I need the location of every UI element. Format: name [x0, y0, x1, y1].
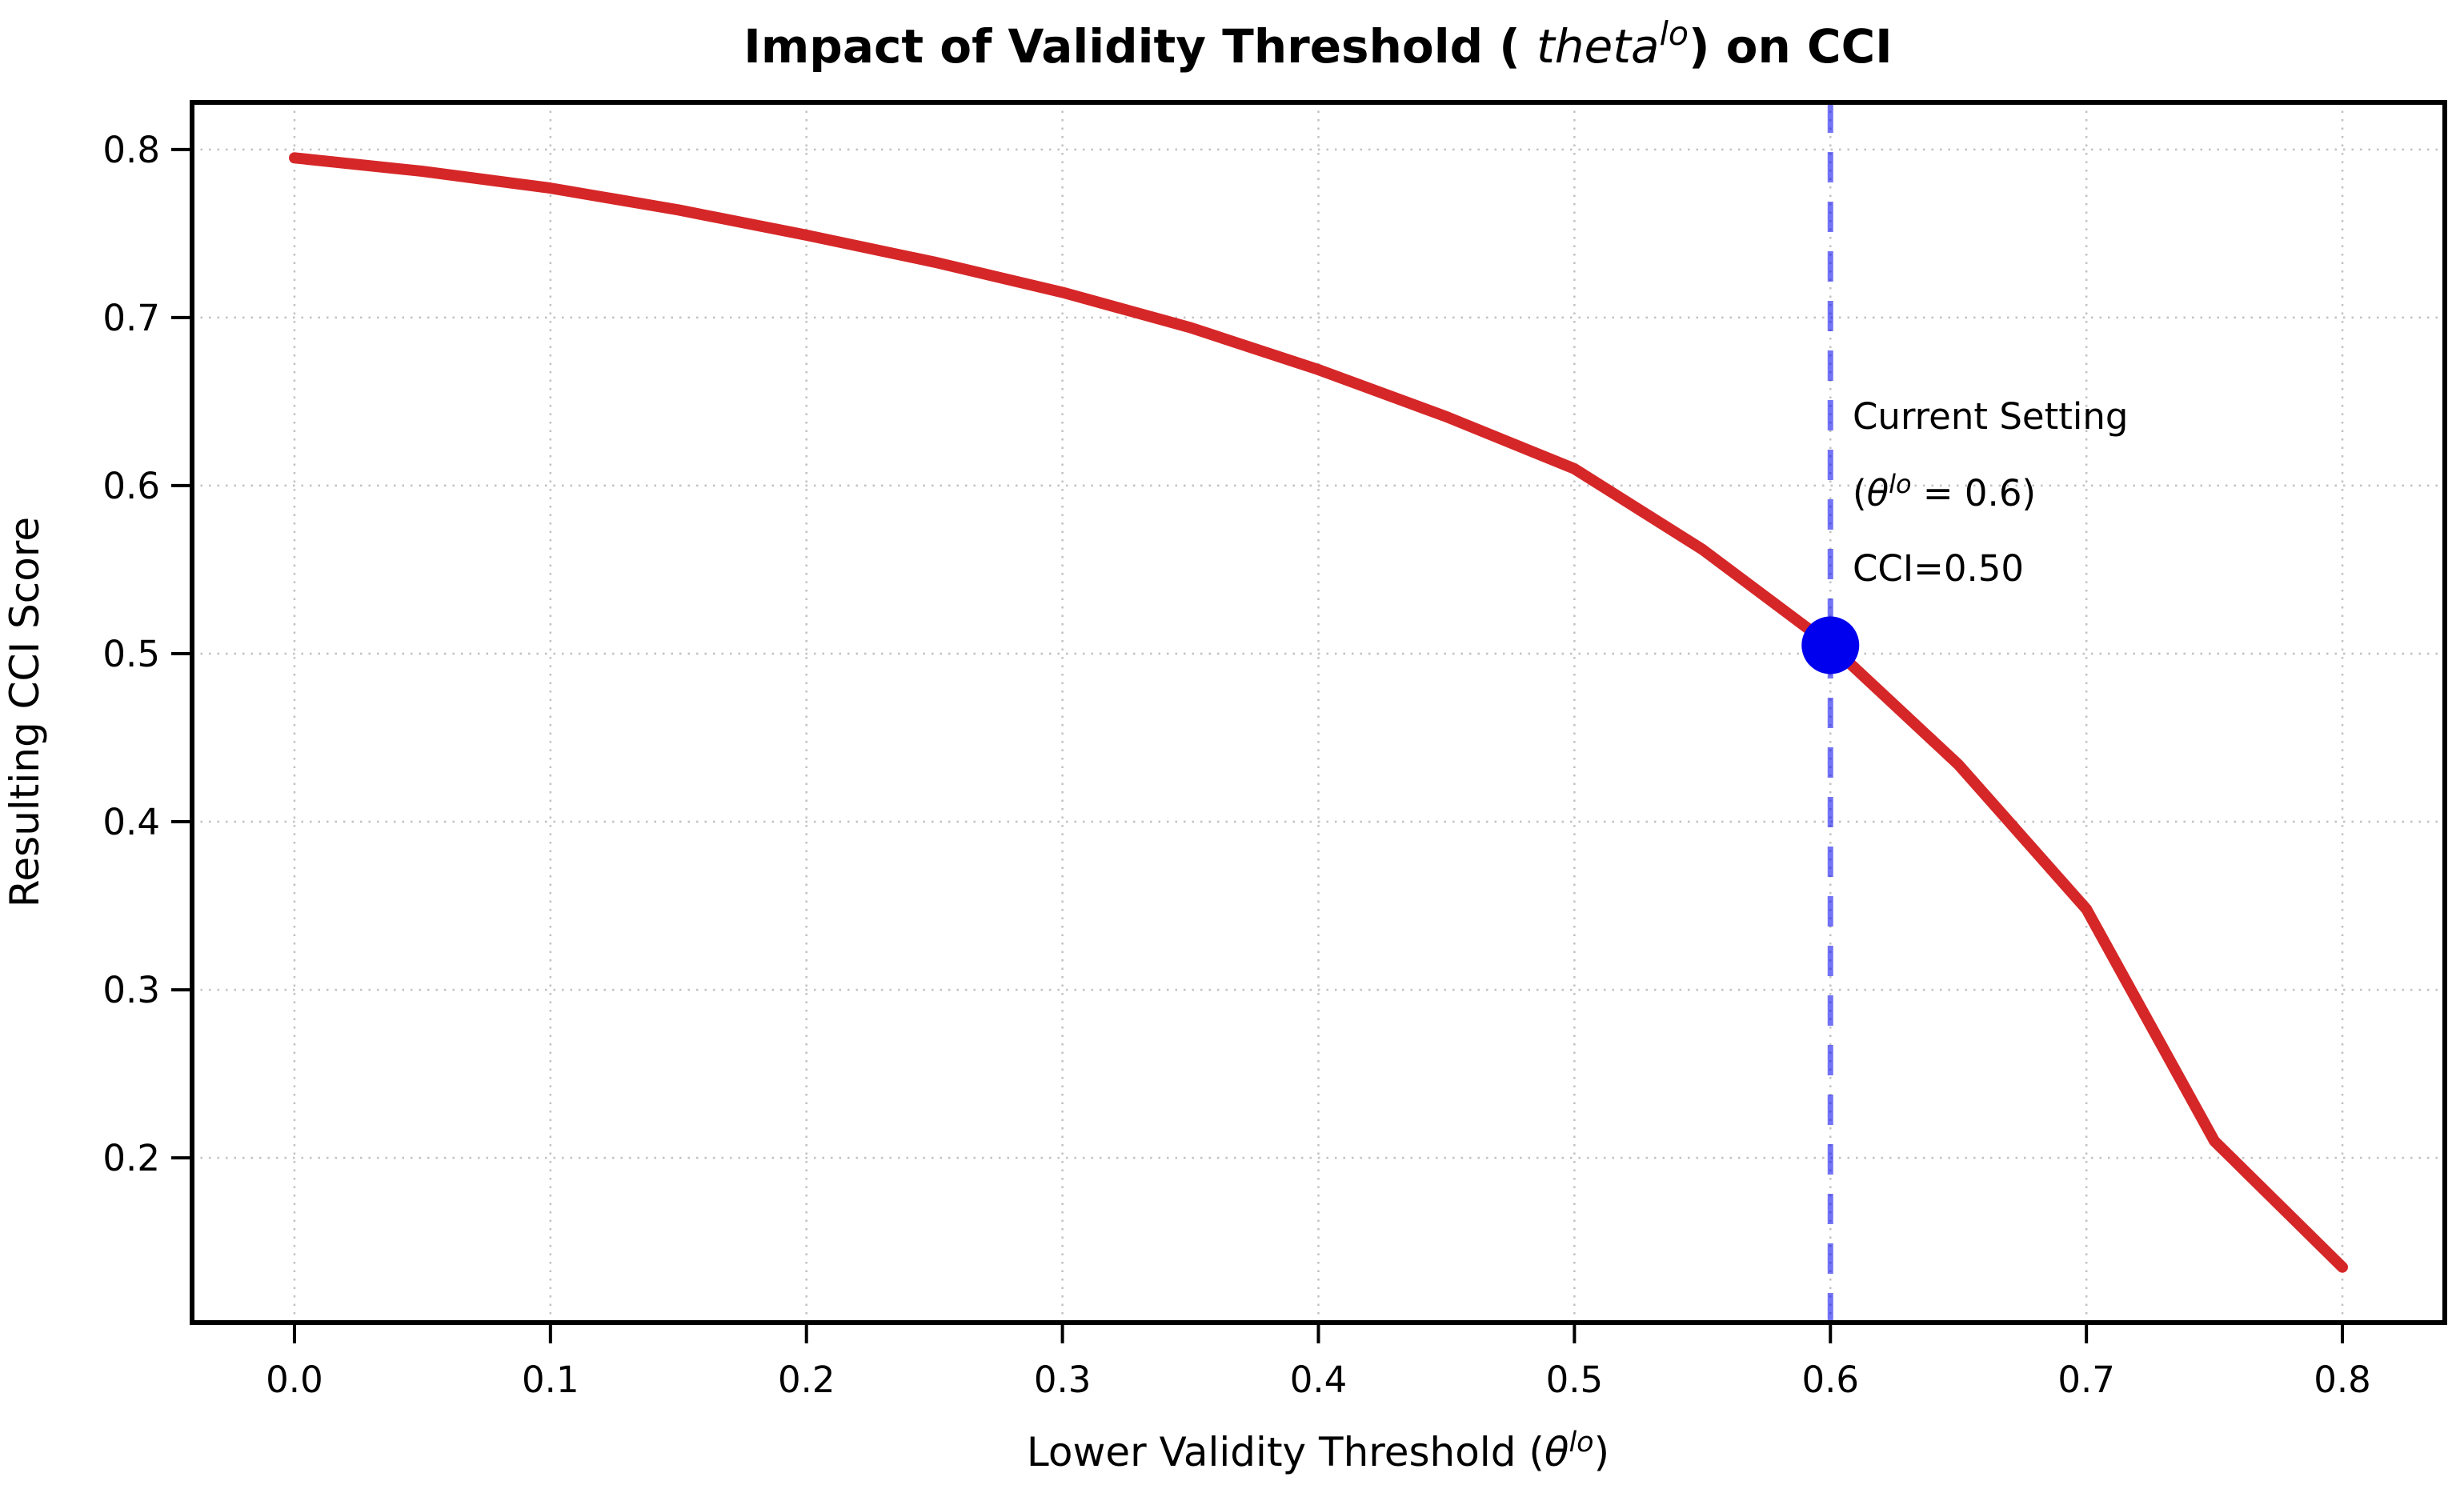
- y-tick-label: 0.8: [102, 129, 160, 171]
- x-tick-label: 0.8: [2314, 1359, 2371, 1401]
- x-tick-label: 0.0: [266, 1359, 323, 1401]
- current-setting-annotation: Current Setting (θlo = 0.6) CCI=0.50: [1853, 395, 2128, 590]
- annotation-line3: CCI=0.50: [1853, 547, 2024, 590]
- x-tick-label: 0.1: [522, 1359, 579, 1401]
- x-tick-label: 0.4: [1290, 1359, 1348, 1401]
- x-axis-label-theta: θ: [1545, 1429, 1569, 1475]
- x-tick-label: 0.5: [1546, 1359, 1604, 1401]
- chart-title-prefix: Impact of Validity Threshold (: [743, 19, 1536, 74]
- y-axis-label: Resulting CCI Score: [2, 517, 48, 907]
- annotation-line2-open: (: [1853, 472, 1867, 514]
- annotation-line2-rest: = 0.6): [1912, 472, 2036, 514]
- x-tick-label: 0.6: [1801, 1359, 1859, 1401]
- chart-title-superscript: lo: [1659, 14, 1688, 53]
- annotation-theta: θ: [1867, 472, 1889, 514]
- x-axis-label-prefix: Lower Validity Threshold (: [1027, 1429, 1545, 1475]
- x-tick-label: 0.3: [1034, 1359, 1092, 1401]
- plot-border: [190, 100, 2447, 1325]
- data-layer: [289, 102, 2348, 1323]
- annotation-line1: Current Setting: [1853, 395, 2128, 438]
- y-tick-label: 0.3: [102, 969, 160, 1011]
- annotation-superscript: lo: [1889, 469, 1911, 499]
- x-tick-label: 0.7: [2057, 1359, 2115, 1401]
- current-setting-dot: [1801, 616, 1860, 674]
- y-tick-label: 0.7: [102, 297, 160, 339]
- y-tick-label: 0.6: [102, 465, 160, 507]
- annotation-line2: (θlo = 0.6): [1853, 469, 2036, 514]
- tick-layer: 0.0 0.1 0.2 0.3 0.4 0.5 0.6 0.7 0.8 0.2 0.3 0.4 0.5 0…: [102, 129, 2370, 1401]
- chart-title: Impact of Validity Threshold ( thetalo) …: [743, 14, 1892, 74]
- chart-title-suffix: ) on CCI: [1689, 19, 1893, 74]
- cci-curve: [289, 152, 2348, 1273]
- x-axis-label: Lower Validity Threshold (θlo): [1027, 1427, 1609, 1475]
- grid-layer: [192, 102, 2445, 1323]
- y-tick-label: 0.4: [102, 801, 160, 843]
- y-tick-label: 0.2: [102, 1137, 160, 1179]
- x-tick-label: 0.2: [778, 1359, 835, 1401]
- x-axis-label-suffix: ): [1594, 1429, 1610, 1475]
- y-tick-label: 0.5: [102, 633, 160, 675]
- chart-title-theta: theta: [1536, 19, 1659, 74]
- x-axis-label-superscript: lo: [1569, 1427, 1593, 1459]
